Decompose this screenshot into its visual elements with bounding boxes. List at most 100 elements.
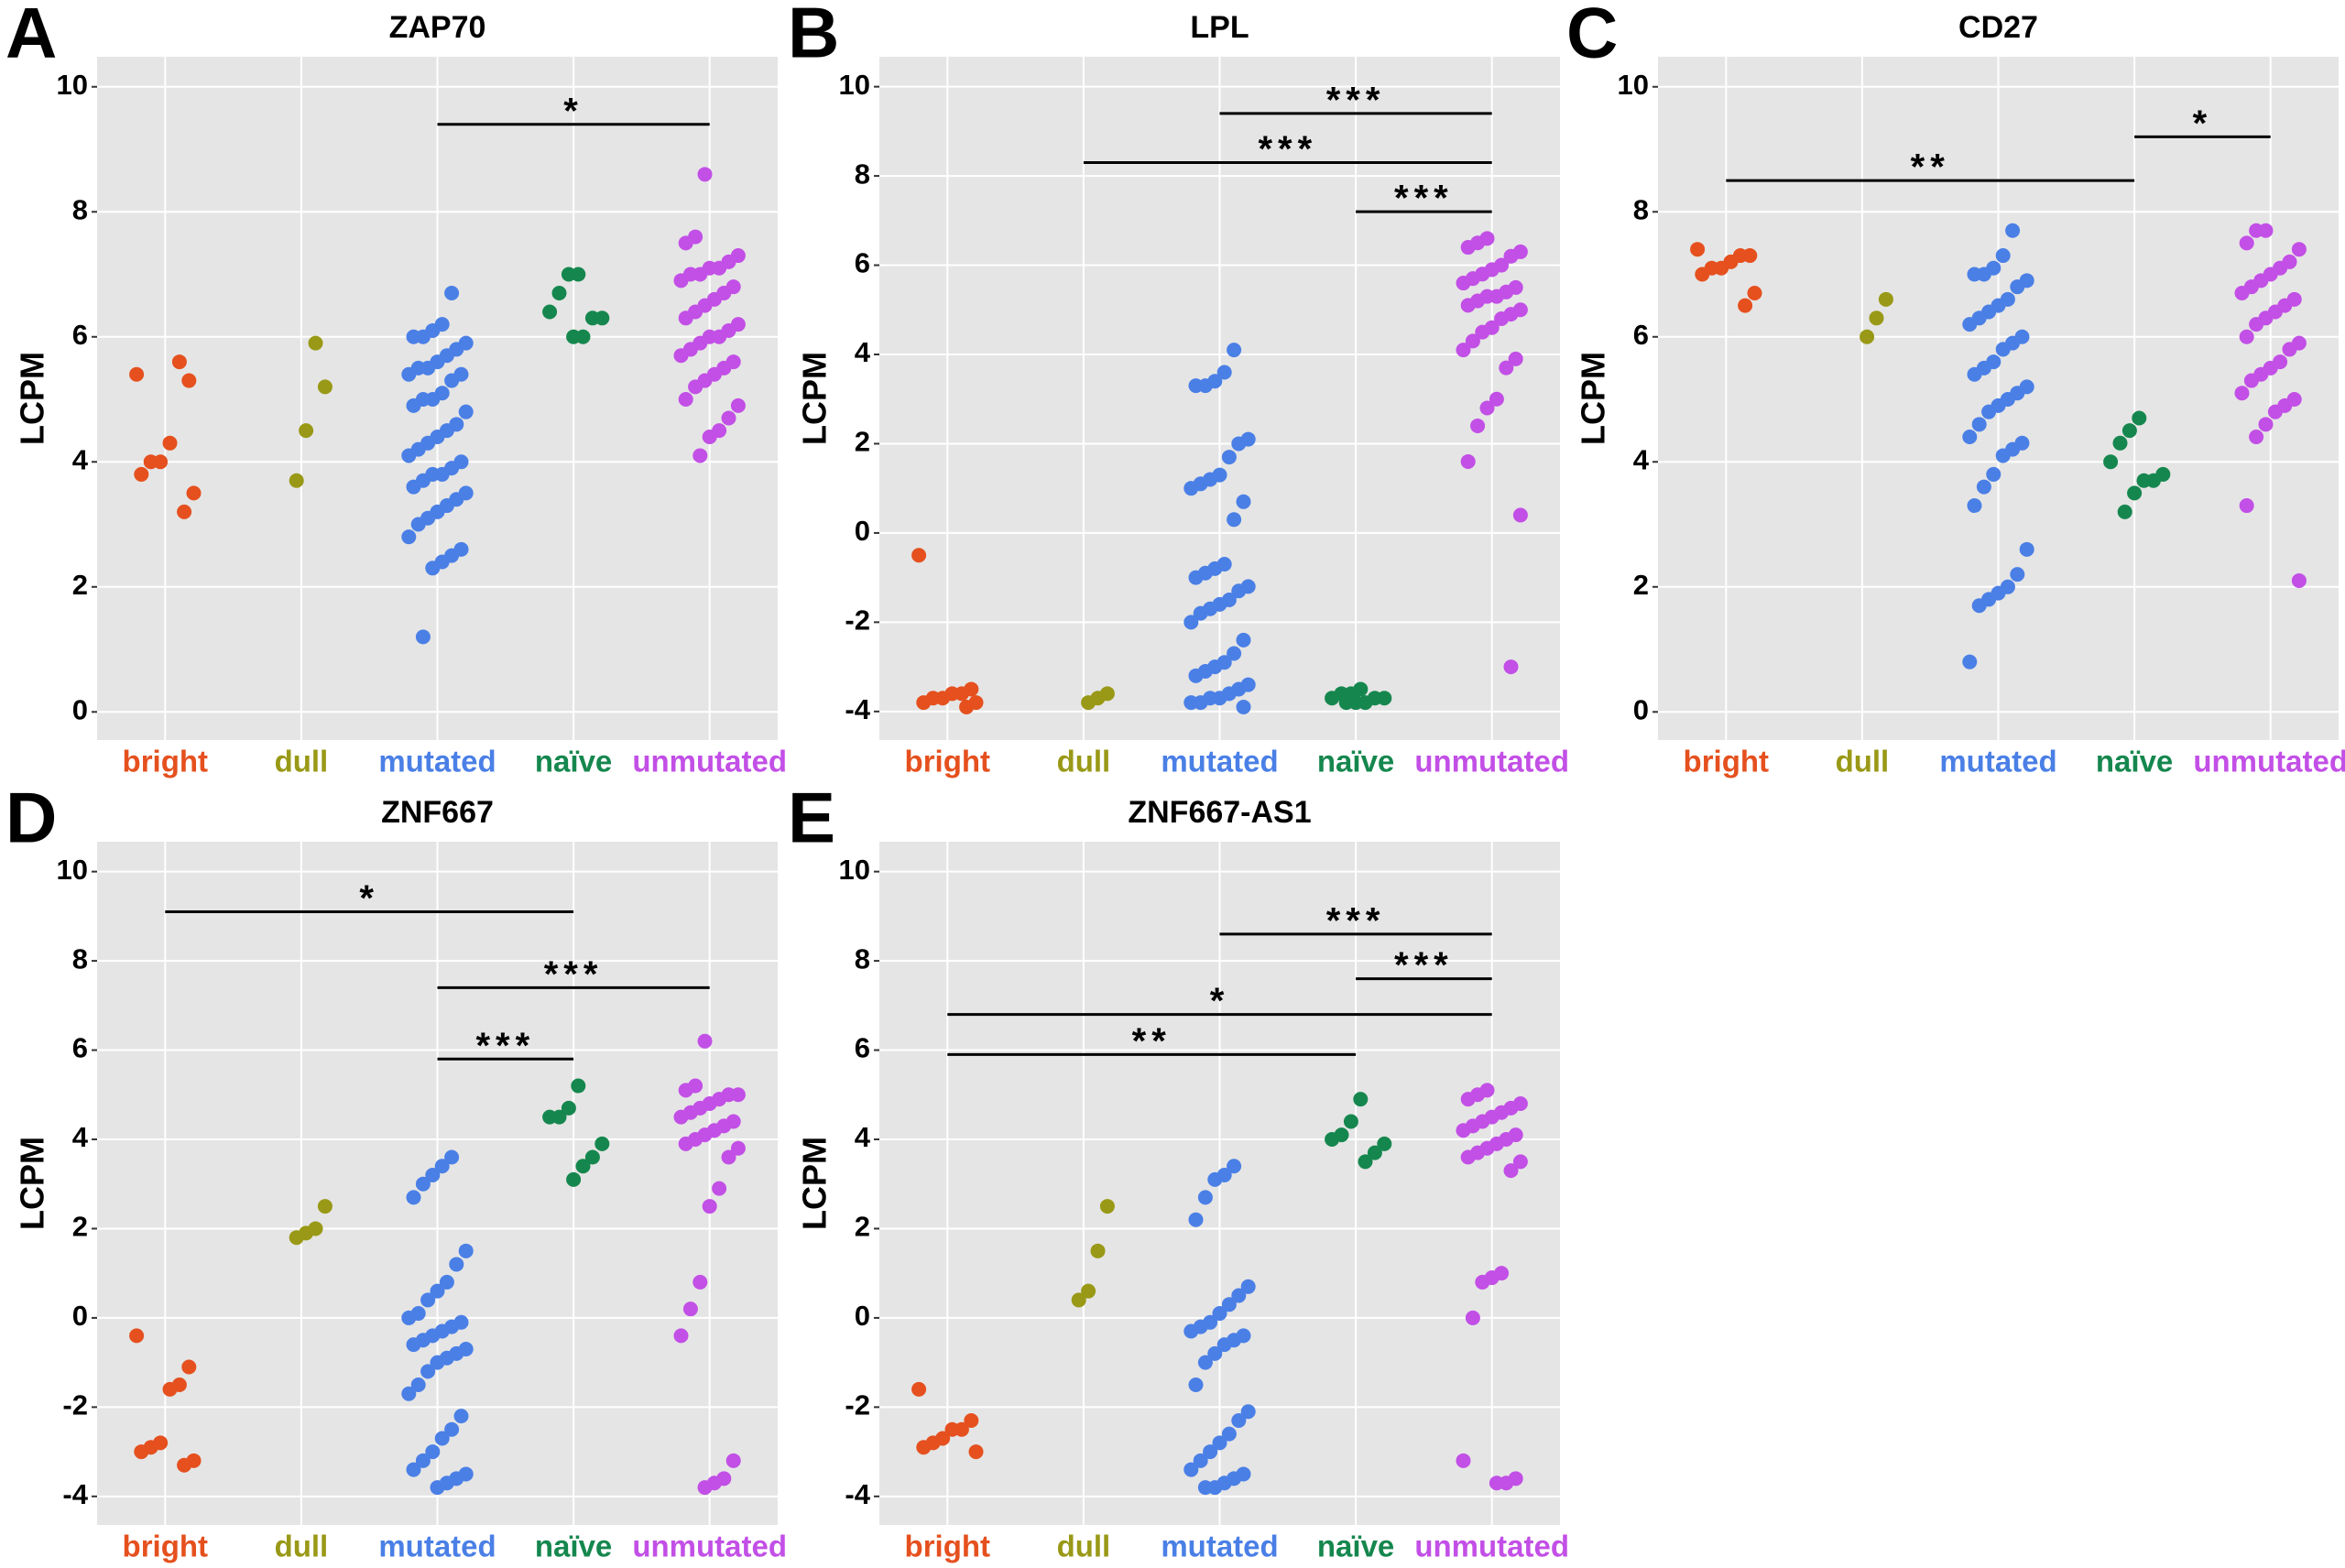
y-tick-label: -4 bbox=[845, 1478, 870, 1510]
data-point bbox=[721, 1149, 736, 1165]
data-point bbox=[1479, 400, 1495, 416]
data-point bbox=[401, 366, 417, 382]
data-point bbox=[1690, 242, 1706, 257]
x-tick-label: mutated bbox=[1939, 745, 2056, 779]
data-point bbox=[1212, 1306, 1227, 1322]
data-point bbox=[430, 1283, 445, 1299]
data-point bbox=[1231, 1288, 1247, 1303]
y-axis-label: LCPM bbox=[14, 352, 51, 445]
data-point bbox=[1203, 1444, 1218, 1460]
data-point bbox=[1460, 240, 1476, 256]
y-tick-label: 6 bbox=[72, 1032, 88, 1064]
data-point bbox=[415, 629, 431, 645]
y-axis-label: LCPM bbox=[14, 1137, 51, 1230]
data-point bbox=[1325, 691, 1340, 706]
x-tick-label: mutated bbox=[378, 745, 496, 779]
data-point bbox=[1747, 285, 1762, 300]
data-point bbox=[1221, 1297, 1237, 1312]
data-point bbox=[571, 1078, 586, 1094]
data-point bbox=[1240, 1279, 1256, 1294]
data-point bbox=[401, 1386, 417, 1401]
data-point bbox=[697, 1480, 713, 1496]
data-point bbox=[1971, 598, 1987, 614]
data-point bbox=[693, 448, 708, 463]
data-point bbox=[162, 435, 178, 451]
chart-title: ZNF667 bbox=[381, 795, 494, 830]
data-point bbox=[2121, 423, 2137, 439]
data-point bbox=[134, 1444, 149, 1460]
data-point bbox=[1460, 453, 1476, 469]
panel-label: A bbox=[5, 0, 57, 73]
data-point bbox=[1738, 298, 1753, 313]
data-point bbox=[134, 466, 149, 482]
data-point bbox=[1207, 1345, 1223, 1361]
data-point bbox=[415, 1176, 431, 1192]
data-point bbox=[1995, 248, 2011, 264]
data-point bbox=[959, 699, 975, 714]
data-point bbox=[1962, 317, 1978, 332]
data-point bbox=[308, 335, 323, 351]
data-point bbox=[458, 404, 474, 419]
data-point bbox=[1377, 1136, 1392, 1151]
y-tick-label: 6 bbox=[72, 319, 88, 351]
data-point bbox=[1197, 1190, 1213, 1205]
data-point bbox=[1081, 695, 1096, 711]
data-point bbox=[1508, 351, 1523, 366]
data-point bbox=[1183, 1462, 1199, 1477]
y-tick-label: 6 bbox=[855, 247, 870, 279]
x-tick-label: naïve bbox=[1317, 745, 1394, 779]
data-point bbox=[712, 1181, 727, 1196]
data-point bbox=[2291, 572, 2307, 588]
y-axis-label: LCPM bbox=[1575, 352, 1612, 445]
data-point bbox=[682, 1301, 698, 1317]
y-tick-label: -4 bbox=[845, 693, 870, 725]
data-point bbox=[406, 1462, 421, 1477]
significance-label: *** bbox=[1326, 80, 1386, 120]
data-point bbox=[1227, 1159, 1242, 1174]
x-tick-label: dull bbox=[1057, 1530, 1111, 1563]
data-point bbox=[1460, 298, 1476, 313]
data-point bbox=[1456, 1123, 1471, 1138]
data-point bbox=[1216, 1337, 1232, 1353]
significance-label: *** bbox=[1394, 945, 1454, 985]
data-point bbox=[1499, 360, 1514, 376]
data-point bbox=[566, 329, 582, 344]
data-point bbox=[1236, 494, 1251, 509]
data-point bbox=[2291, 242, 2307, 257]
data-point bbox=[425, 1167, 441, 1182]
data-point bbox=[171, 354, 187, 370]
data-point bbox=[434, 1159, 450, 1174]
y-tick-label: -2 bbox=[845, 1389, 870, 1421]
data-point bbox=[1470, 418, 1486, 433]
data-point bbox=[2239, 329, 2254, 344]
y-tick-label: 2 bbox=[855, 1211, 870, 1243]
data-point bbox=[1367, 1145, 1382, 1160]
data-point bbox=[721, 410, 736, 426]
y-tick-label: 6 bbox=[1633, 319, 1649, 351]
data-point bbox=[2117, 504, 2132, 519]
data-point bbox=[964, 1412, 979, 1428]
data-point bbox=[1071, 1292, 1086, 1308]
data-point bbox=[2249, 223, 2264, 238]
y-tick-label: 10 bbox=[839, 854, 870, 886]
data-point bbox=[434, 1431, 450, 1446]
data-point bbox=[1976, 479, 1991, 495]
data-point bbox=[439, 1274, 454, 1290]
data-point bbox=[1878, 291, 1893, 307]
data-point bbox=[2234, 285, 2250, 300]
data-point bbox=[2019, 541, 2034, 557]
y-tick-label: 0 bbox=[1633, 693, 1649, 725]
data-point bbox=[2136, 473, 2152, 488]
x-tick-label: unmutated bbox=[632, 745, 787, 779]
x-tick-label: naïve bbox=[2096, 745, 2173, 779]
data-point bbox=[1216, 365, 1232, 380]
data-point bbox=[458, 1243, 474, 1258]
data-point bbox=[673, 1328, 689, 1344]
data-point bbox=[1193, 605, 1208, 621]
y-tick-label: 8 bbox=[72, 193, 88, 225]
data-point bbox=[702, 429, 717, 444]
data-point bbox=[2282, 342, 2297, 357]
y-tick-label: 6 bbox=[855, 1032, 870, 1064]
data-point bbox=[425, 561, 441, 576]
chart-title: LPL bbox=[1190, 10, 1249, 45]
